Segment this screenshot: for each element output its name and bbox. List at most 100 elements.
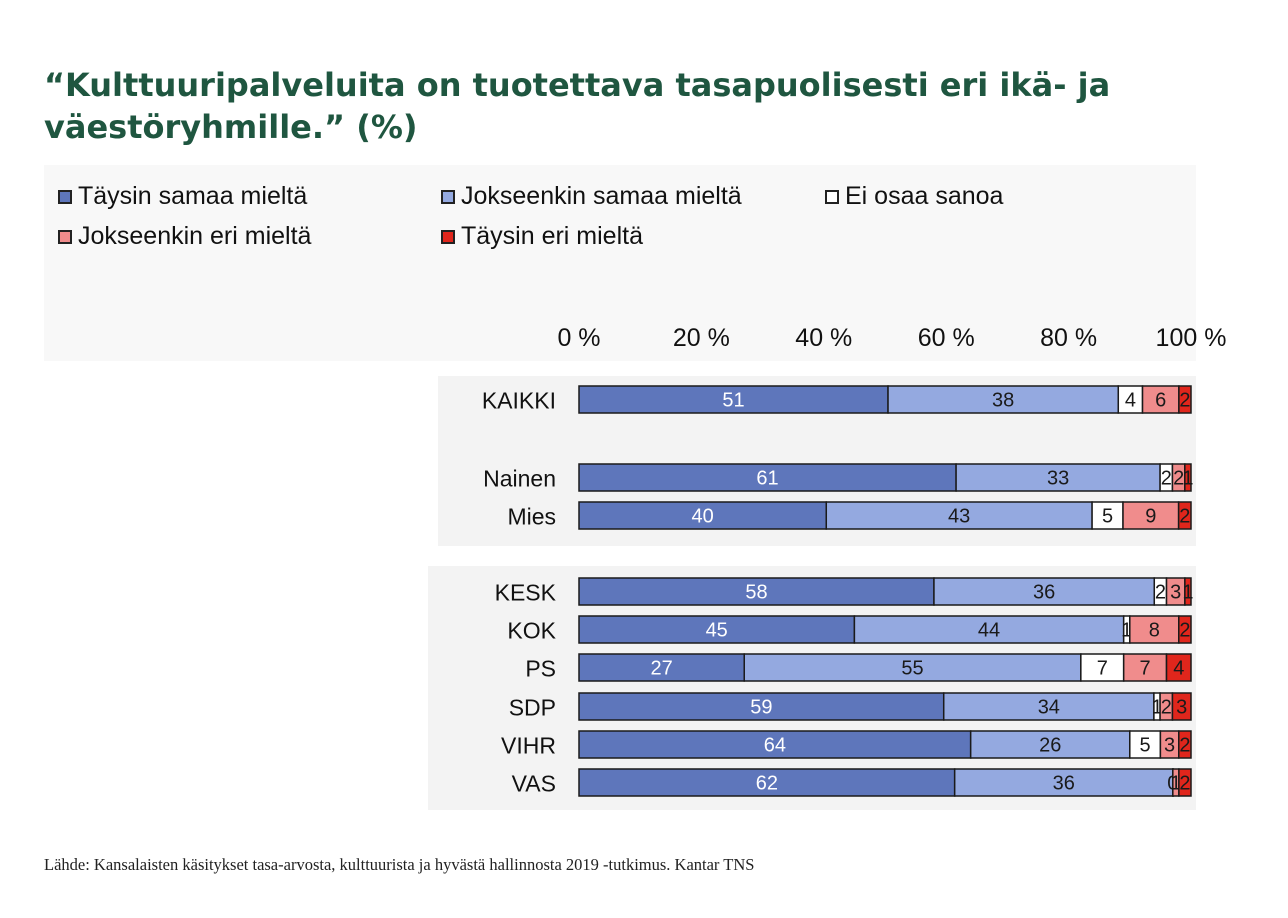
bar-segment: [743, 653, 1082, 682]
data-label: 1: [1121, 620, 1132, 642]
data-label: 7: [1140, 658, 1151, 680]
data-label: 36: [1053, 773, 1075, 795]
data-label: 5: [1102, 506, 1113, 528]
bar-segment: [1171, 692, 1192, 721]
data-label: 38: [992, 390, 1014, 412]
data-label: 34: [1038, 697, 1060, 719]
data-label: 7: [1097, 658, 1108, 680]
data-label: 1: [1182, 468, 1193, 490]
legend-label: Täysin samaa mieltä: [78, 182, 308, 210]
legend-label: Täysin eri mieltä: [461, 222, 643, 250]
legend-swatch: [441, 189, 455, 204]
legend-label: Jokseenkin samaa mieltä: [461, 182, 742, 210]
bar-segment: [1178, 615, 1192, 644]
legend-swatch: [825, 189, 839, 204]
data-label: 1: [1151, 697, 1162, 719]
data-label: 3: [1170, 582, 1181, 604]
x-tick-label: 20 %: [673, 324, 730, 352]
data-label: 43: [948, 506, 970, 528]
data-label: 33: [1047, 468, 1069, 490]
bar-segment: [1177, 501, 1192, 530]
data-label: 2: [1161, 468, 1172, 490]
data-label: 64: [764, 735, 786, 757]
data-label: 2: [1179, 620, 1190, 642]
bar-segment: [887, 385, 1120, 414]
legend-label: Ei osaa sanoa: [845, 182, 1004, 210]
x-tick-label: 100 %: [1156, 324, 1227, 352]
category-label: VAS: [512, 771, 556, 797]
bar-segment: [933, 577, 1156, 606]
category-label: KAIKKI: [482, 388, 556, 414]
bar-segment: [578, 501, 828, 530]
source-note: Lähde: Kansalaisten käsitykset tasa-arvo…: [44, 855, 755, 874]
bar-segment: [1141, 385, 1180, 414]
legend-label: Jokseenkin eri mieltä: [78, 222, 312, 250]
bar-segment: [1129, 615, 1180, 644]
data-label: 26: [1039, 735, 1061, 757]
legend-swatch: [441, 229, 455, 244]
bar-segment: [955, 463, 1161, 492]
bar-segment: [1178, 385, 1192, 414]
bar-segment: [1184, 463, 1192, 492]
bar-segment: [578, 577, 935, 606]
data-label: 9: [1145, 506, 1156, 528]
data-label: 40: [692, 506, 714, 528]
data-label: 51: [722, 390, 744, 412]
data-label: 6: [1155, 390, 1166, 412]
category-label: Nainen: [483, 466, 556, 492]
data-label: 1: [1182, 582, 1193, 604]
data-label: 2: [1179, 506, 1190, 528]
bar-segment: [1117, 385, 1144, 414]
bar-segment: [969, 730, 1131, 759]
legend-item-jokseenkin-samaa: Jokseenkin samaa mieltä: [441, 182, 742, 211]
data-label: 59: [750, 697, 772, 719]
bar-segment: [578, 653, 745, 682]
data-label: 2: [1161, 697, 1172, 719]
bar-segment: [953, 768, 1174, 797]
data-label: 4: [1125, 390, 1136, 412]
data-label: 3: [1176, 697, 1187, 719]
legend-swatch: [58, 229, 72, 244]
legend-swatch: [58, 189, 72, 204]
category-label: Mies: [507, 504, 556, 530]
data-label: 1: [1170, 773, 1181, 795]
data-label: 8: [1149, 620, 1160, 642]
data-label: 2: [1173, 468, 1184, 490]
bar-segment: [1122, 501, 1180, 530]
category-label: PS: [525, 656, 556, 682]
bar-segment: [578, 615, 856, 644]
data-label: 2: [1179, 390, 1190, 412]
data-label: 62: [756, 773, 778, 795]
x-tick-label: 40 %: [795, 324, 852, 352]
bar-segment: [1178, 768, 1192, 797]
bar-segment: [578, 692, 945, 721]
bar-segment: [1178, 730, 1192, 759]
bar-segment: [1165, 653, 1192, 682]
bar-segment: [1129, 730, 1162, 759]
data-label: 55: [901, 658, 923, 680]
data-label: 4: [1173, 658, 1184, 680]
data-label: 2: [1155, 582, 1166, 604]
data-label: 61: [756, 468, 778, 490]
data-label: 3: [1164, 735, 1175, 757]
legend-item-taysin-samaa: Täysin samaa mieltä: [58, 182, 307, 211]
category-label: SDP: [509, 695, 556, 721]
x-tick-label: 80 %: [1040, 324, 1097, 352]
data-label: 2: [1179, 735, 1190, 757]
category-label: KOK: [507, 618, 556, 644]
data-label: 5: [1140, 735, 1151, 757]
data-label: 2: [1179, 773, 1190, 795]
bar-segment: [1184, 577, 1192, 606]
legend-panel: [44, 165, 1196, 361]
bar-segment: [942, 692, 1155, 721]
data-label: 27: [650, 658, 672, 680]
chart-title: “Kulttuuripalveluita on tuotettava tasap…: [44, 66, 1111, 146]
data-label: 58: [745, 582, 767, 604]
bar-segment: [1091, 501, 1124, 530]
legend-item-ei-osaa: Ei osaa sanoa: [825, 182, 1003, 211]
x-tick-label: 0 %: [557, 324, 600, 352]
legend-item-jokseenkin-eri: Jokseenkin eri mieltä: [58, 222, 311, 251]
legend-item-taysin-eri: Täysin eri mieltä: [441, 222, 643, 251]
bar-segment: [578, 730, 972, 759]
